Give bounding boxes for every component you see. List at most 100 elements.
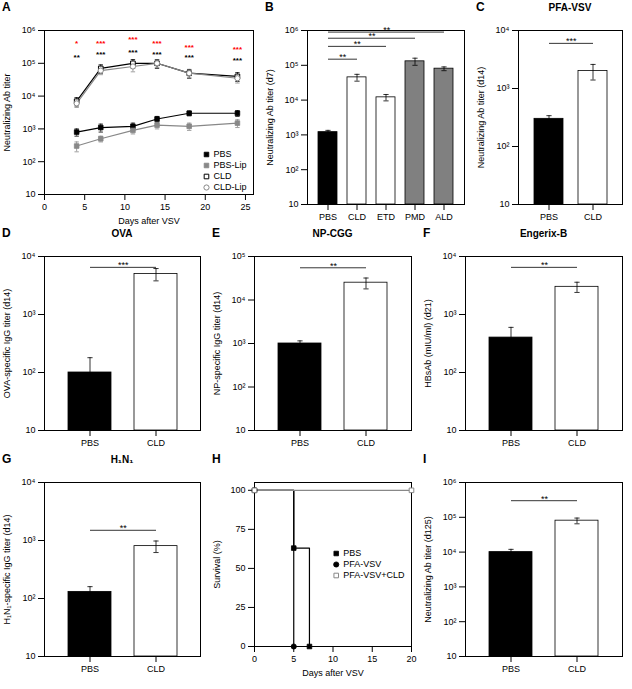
svg-text:75: 75 [235,524,245,534]
svg-text:***: *** [152,50,162,59]
svg-text:10⁵: 10⁵ [285,60,299,70]
svg-text:***: *** [96,50,106,59]
svg-text:10: 10 [446,651,456,661]
svg-text:**: ** [354,39,362,49]
svg-text:10³: 10³ [285,130,298,140]
svg-text:Days after VSV: Days after VSV [302,668,364,678]
svg-text:**: ** [541,260,549,270]
svg-text:50: 50 [235,563,245,573]
svg-text:***: *** [233,56,243,65]
svg-text:PBS: PBS [502,664,520,674]
svg-text:10²: 10² [22,157,35,167]
svg-text:PBS: PBS [540,212,558,222]
svg-text:10³: 10³ [22,535,35,545]
svg-text:100: 100 [230,485,245,495]
svg-text:Survival (%): Survival (%) [212,540,222,589]
svg-text:10⁴: 10⁴ [22,91,36,101]
svg-text:PBS-Lip: PBS-Lip [213,160,246,170]
svg-text:10³: 10³ [22,309,35,319]
svg-text:20: 20 [200,202,210,212]
svg-text:H₁N₁-specific IgG titer (d14): H₁N₁-specific IgG titer (d14) [2,514,12,624]
svg-text:CLD: CLD [357,438,376,448]
svg-text:**: ** [541,494,549,504]
svg-text:PMD: PMD [405,212,426,222]
svg-text:CLD: CLD [584,212,603,222]
svg-text:25: 25 [240,202,250,212]
svg-text:10²: 10² [443,617,456,627]
svg-text:Days after VSV: Days after VSV [118,216,180,226]
svg-text:CLD: CLD [568,438,587,448]
svg-text:20: 20 [406,654,416,664]
svg-text:PFA-VSV: PFA-VSV [343,559,381,569]
svg-text:10³: 10³ [443,309,456,319]
svg-text:10²: 10² [285,165,298,175]
svg-text:**: ** [120,523,128,533]
svg-text:**: ** [330,261,338,271]
svg-text:Neutralizing Ab titer (d14): Neutralizing Ab titer (d14) [476,67,486,169]
svg-text:10: 10 [288,199,298,209]
svg-text:10²: 10² [232,382,245,392]
svg-text:10: 10 [446,425,456,435]
svg-text:10²: 10² [22,593,35,603]
svg-text:10³: 10³ [443,582,456,592]
svg-text:PBS: PBS [213,149,231,159]
svg-text:CLD: CLD [147,438,166,448]
svg-text:10: 10 [328,654,338,664]
svg-text:**: ** [369,31,377,41]
svg-text:10²: 10² [496,141,509,151]
svg-text:10⁴: 10⁴ [443,547,457,557]
svg-text:Neutralizing Ab titer: Neutralizing Ab titer [2,73,12,151]
svg-text:10⁶: 10⁶ [22,25,36,35]
svg-text:***: *** [118,260,129,270]
svg-text:ALD: ALD [435,212,453,222]
svg-text:PFA-VSV+CLD: PFA-VSV+CLD [343,570,405,580]
svg-text:PBS: PBS [81,438,99,448]
svg-text:Neutralizing Ab titer (d125): Neutralizing Ab titer (d125) [423,516,433,623]
svg-text:CLD-Lip: CLD-Lip [213,182,246,192]
svg-text:PBS: PBS [81,664,99,674]
svg-text:10⁴: 10⁴ [443,251,457,261]
svg-text:OVA-specific IgG titer (d14): OVA-specific IgG titer (d14) [2,289,12,398]
svg-text:HBsAb (mIU/ml) (d21): HBsAb (mIU/ml) (d21) [423,299,433,388]
svg-text:CLD: CLD [348,212,367,222]
svg-text:10³: 10³ [496,83,509,93]
svg-text:PBS: PBS [319,212,337,222]
svg-text:***: *** [128,35,138,44]
svg-text:NP-specific IgG titer (d14): NP-specific IgG titer (d14) [212,292,222,396]
svg-text:***: *** [152,39,162,48]
svg-text:***: *** [566,36,577,46]
svg-text:10: 10 [25,425,35,435]
svg-text:10⁶: 10⁶ [443,477,457,487]
svg-text:PBS: PBS [291,438,309,448]
svg-text:Neutralizing Ab titer (d7): Neutralizing Ab titer (d7) [265,69,275,166]
svg-text:15: 15 [367,654,377,664]
svg-text:CLD: CLD [568,664,587,674]
svg-text:0: 0 [240,641,245,651]
svg-text:10⁴: 10⁴ [232,295,246,305]
svg-text:CLD: CLD [147,664,166,674]
svg-text:**: ** [74,53,81,62]
svg-text:10: 10 [120,202,130,212]
svg-text:**: ** [383,25,391,35]
svg-text:15: 15 [160,202,170,212]
svg-text:10⁴: 10⁴ [285,95,299,105]
svg-text:***: *** [128,48,138,57]
svg-text:***: *** [96,39,106,48]
svg-text:0: 0 [42,202,47,212]
svg-text:10⁴: 10⁴ [22,251,36,261]
svg-text:10²: 10² [22,367,35,377]
svg-text:10: 10 [25,651,35,661]
svg-text:PBS: PBS [502,438,520,448]
svg-text:10⁶: 10⁶ [285,25,299,35]
svg-text:10⁵: 10⁵ [232,251,246,261]
svg-text:CLD: CLD [213,171,232,181]
svg-text:25: 25 [235,602,245,612]
svg-text:***: *** [185,43,195,52]
svg-text:10⁵: 10⁵ [22,58,36,68]
svg-text:10²: 10² [443,367,456,377]
svg-text:10: 10 [499,199,509,209]
svg-text:5: 5 [291,654,296,664]
svg-text:***: *** [185,53,195,62]
svg-text:ETD: ETD [377,212,396,222]
svg-text:10⁵: 10⁵ [443,512,457,522]
